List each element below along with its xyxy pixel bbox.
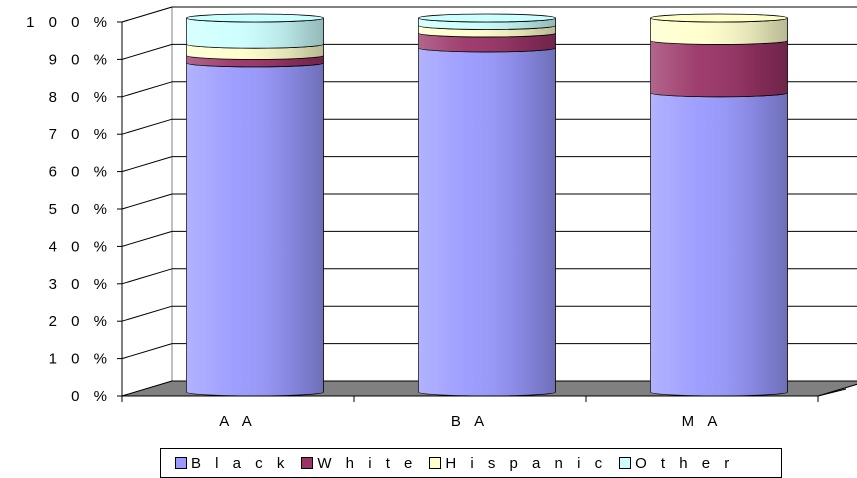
legend-label: O t h e r: [635, 454, 735, 472]
bars: [186, 13, 788, 397]
legend-item: B l a c k: [175, 455, 289, 472]
y-tick-label: 5 0 %: [49, 201, 112, 218]
gridline: [121, 305, 173, 322]
legend-swatch: [619, 457, 632, 469]
gridline: [121, 118, 173, 135]
legend-label: W h i t e: [317, 454, 418, 472]
legend-item: O t h e r: [619, 455, 734, 472]
bar-segment-shade: [650, 92, 788, 397]
bar-top-cap: [650, 13, 788, 23]
x-axis-line: [817, 388, 847, 397]
x-tick-label: M A: [682, 413, 723, 430]
bar-top-cap: [418, 13, 556, 23]
gridline: [121, 43, 173, 60]
x-tick-label: B A: [451, 413, 489, 430]
legend-item: H i s p a n i c: [429, 455, 607, 472]
legend-swatch: [175, 457, 187, 469]
legend-label: H i s p a n i c: [445, 454, 608, 472]
bar-segment-shade: [186, 55, 324, 67]
bar-segment-shade: [650, 40, 788, 97]
legend-swatch: [301, 457, 314, 469]
gridline: [121, 6, 173, 23]
gridline: [121, 81, 173, 98]
y-tick-label: 7 0 %: [49, 126, 112, 143]
gridline: [121, 156, 173, 173]
y-tick-label: 3 0 %: [49, 276, 112, 293]
gridline: [121, 268, 173, 285]
y-tick-label: 8 0 %: [49, 89, 112, 106]
y-tick-label: 9 0 %: [49, 51, 112, 68]
legend-item: W h i t e: [301, 455, 417, 472]
bar-segment-shade: [418, 32, 556, 52]
y-axis: 0 % 1 0 % 2 0 % 3 0 % 4 0 % 5 0 % 6 0 % 7 0 % 8 …: [26, 14, 123, 405]
y-tick-label: 4 0 %: [49, 238, 112, 255]
gridline: [121, 230, 173, 247]
bar-segment-shade: [186, 18, 324, 49]
y-tick-label: 2 0 %: [49, 313, 112, 330]
bar-segment-shade: [650, 18, 788, 45]
bar-top-cap: [186, 13, 324, 23]
y-tick-label: 0 %: [71, 388, 112, 405]
y-tick-label: 1 0 0 %: [26, 14, 112, 31]
bar-segment-shade: [418, 47, 556, 397]
x-tick-label: A A: [219, 413, 257, 430]
y-tick-label: 1 0 %: [49, 351, 112, 368]
gridline: [121, 193, 173, 210]
bar-segment-shade: [418, 25, 556, 37]
bar-segment-shade: [186, 62, 324, 396]
gridline: [121, 343, 173, 360]
y-tick-label: 6 0 %: [49, 164, 112, 181]
legend-label: B l a c k: [191, 454, 290, 472]
bar-segment-shade: [418, 18, 556, 30]
legend-swatch: [429, 457, 442, 469]
